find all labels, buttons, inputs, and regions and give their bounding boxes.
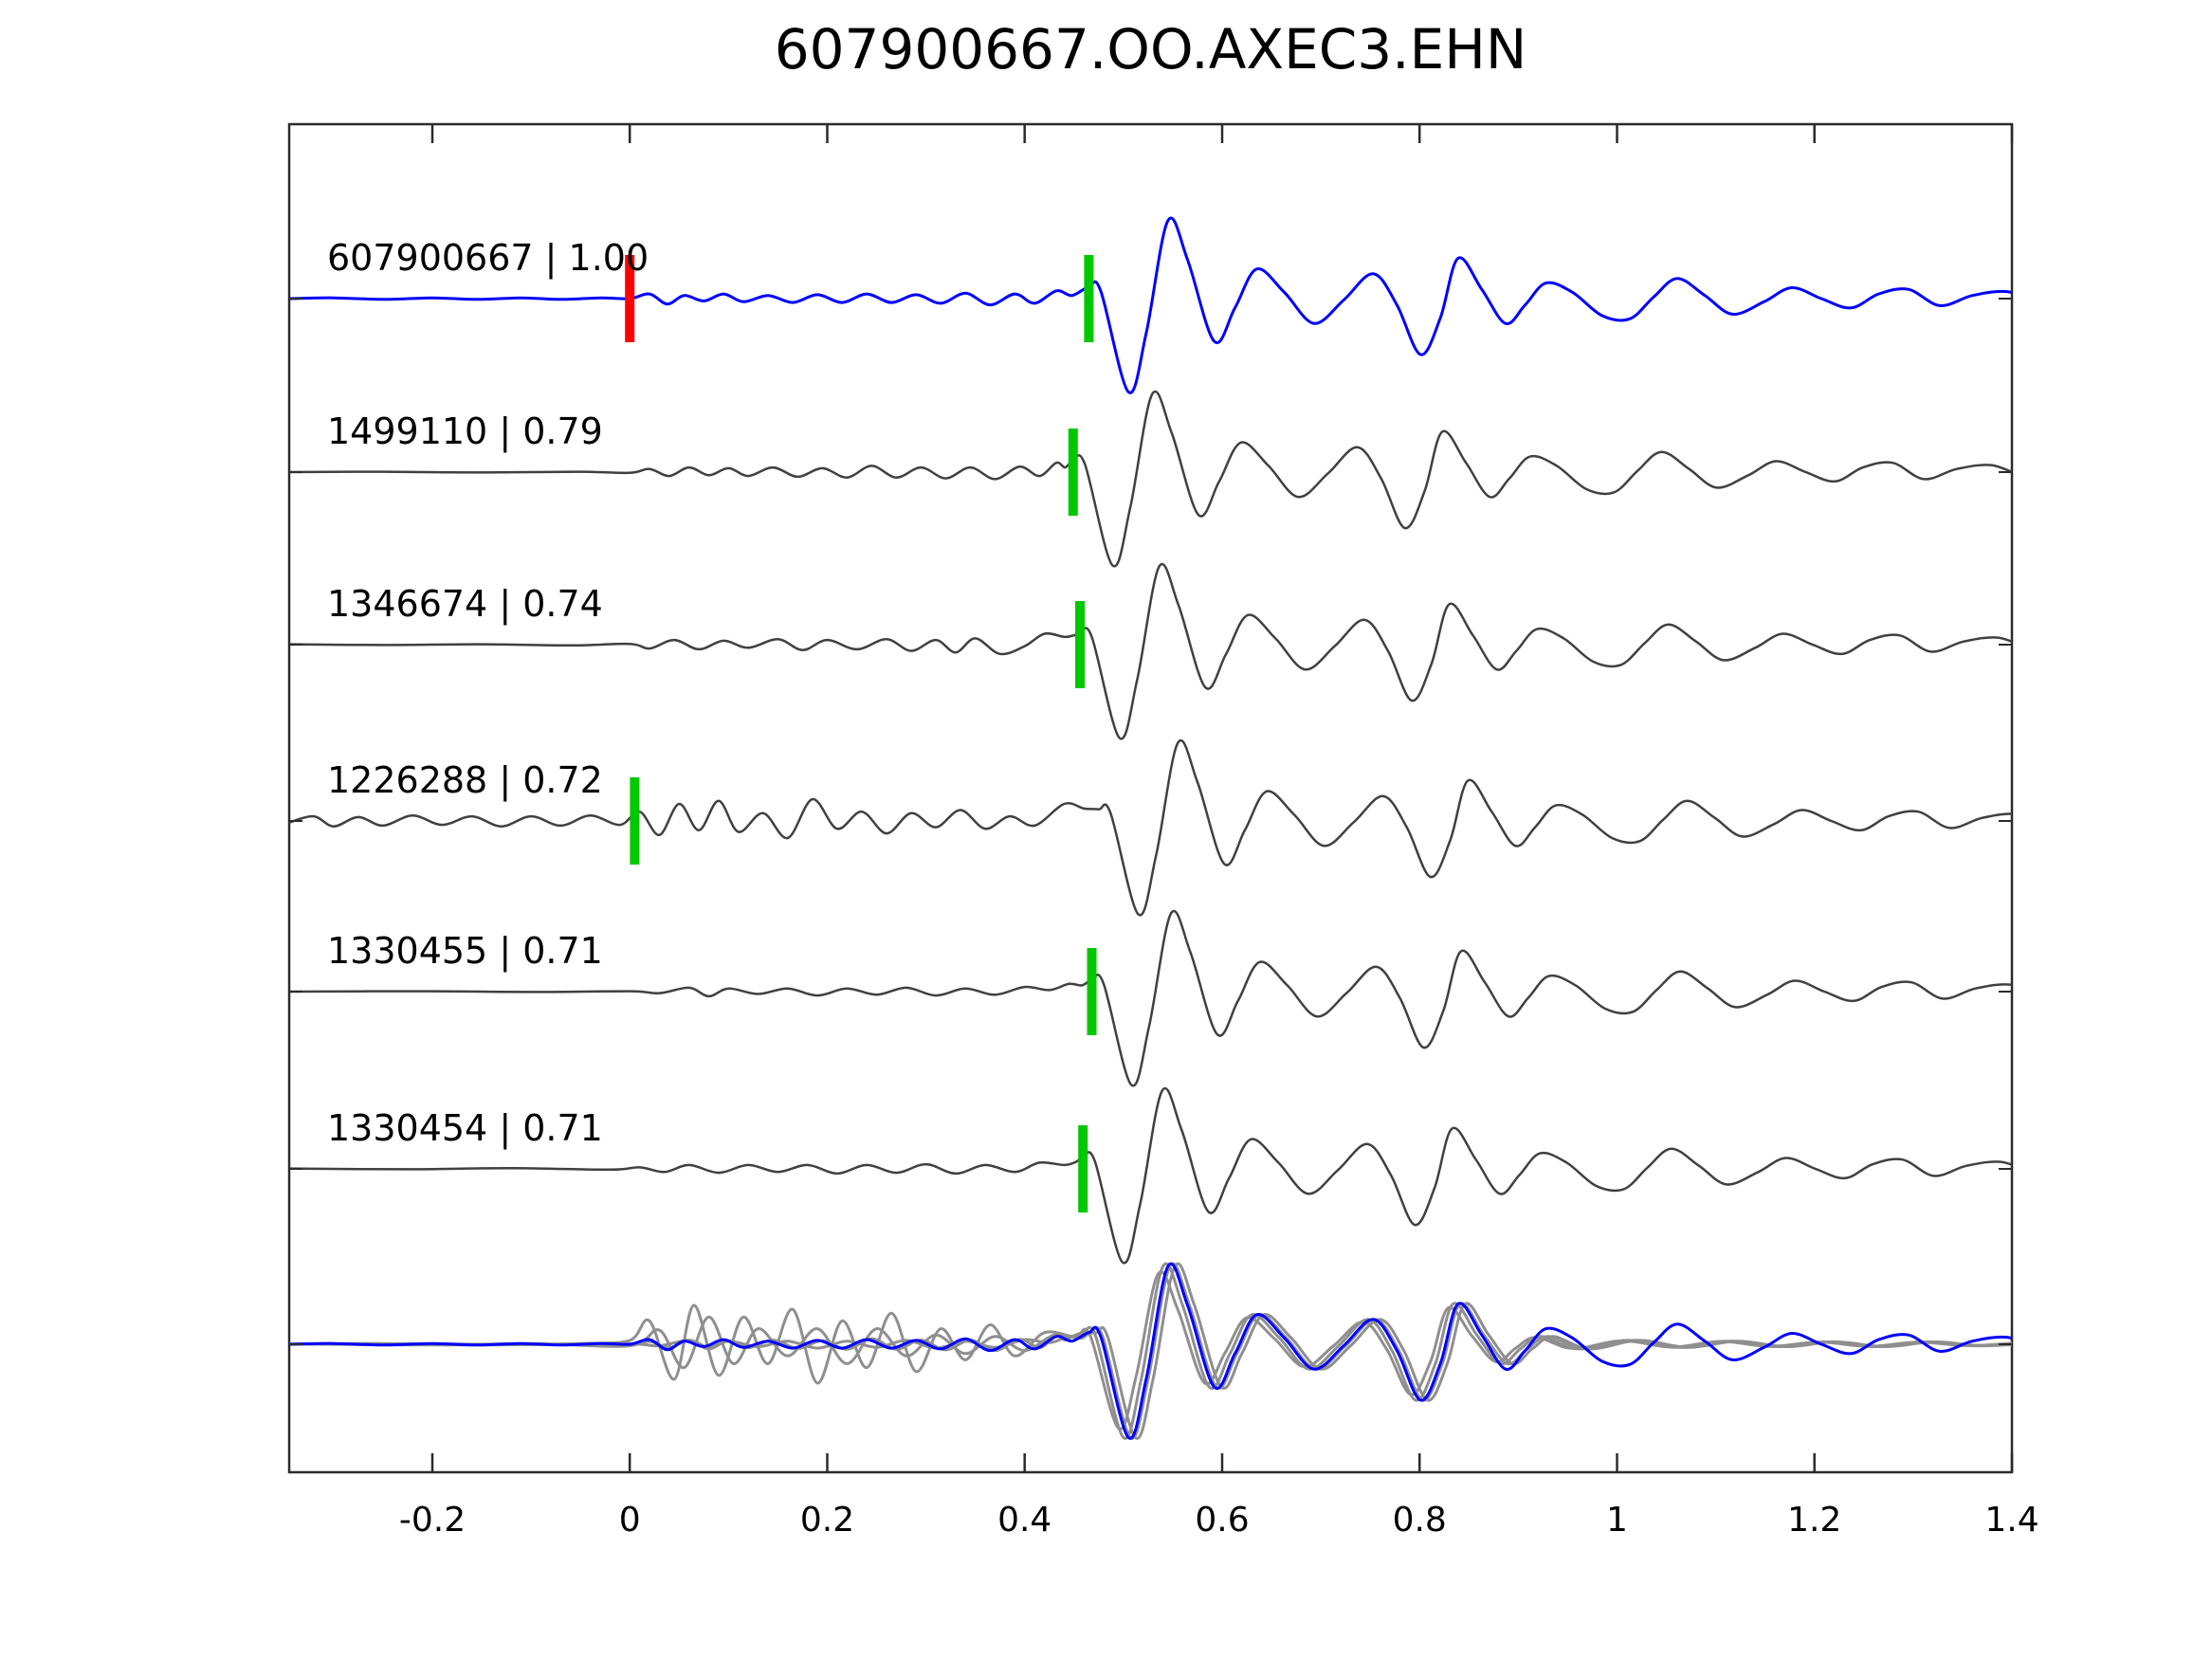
x-tick-label: 0.4 [997, 1501, 1051, 1540]
trace-label: 607900667 | 1.00 [327, 237, 649, 280]
pick-marker [1068, 428, 1078, 516]
waveform-trace [289, 391, 2012, 568]
pick-marker [1075, 601, 1085, 688]
x-tick-label: 1.2 [1787, 1501, 1841, 1540]
trace-label: 1330454 | 0.71 [327, 1107, 603, 1150]
pick-marker [1087, 948, 1097, 1035]
waveform-trace [289, 216, 2012, 394]
x-tick-label: 0.8 [1393, 1501, 1447, 1540]
waveform-trace [289, 910, 2012, 1087]
traces-group [289, 216, 2012, 1440]
x-tick-label: 0.2 [800, 1501, 854, 1540]
pick-marker [1084, 255, 1094, 342]
axes-frame [287, 122, 2014, 1474]
trace-label: 1330455 | 0.71 [327, 930, 603, 973]
waveform-trace [289, 739, 2012, 917]
waveform-trace [289, 1262, 2012, 1440]
trace-label: 1346674 | 0.74 [327, 583, 603, 626]
pick-marker [630, 777, 640, 865]
pick-marker [1078, 1125, 1088, 1212]
waveform-trace [289, 1262, 2012, 1440]
waveform-trace [289, 563, 2012, 740]
waveform-trace [289, 1087, 2012, 1265]
zero-marker [625, 255, 635, 342]
x-tick-label: 0 [619, 1501, 641, 1540]
trace-label: 1499110 | 0.79 [327, 410, 603, 453]
waveform-trace [289, 1262, 2012, 1440]
x-tick-label: 0.6 [1195, 1501, 1249, 1540]
x-tick-label: 1.4 [1984, 1501, 2038, 1540]
trace-label: 1226288 | 0.72 [327, 759, 603, 802]
x-tick-label: -0.2 [399, 1501, 466, 1540]
x-tick-label: 1 [1606, 1501, 1628, 1540]
figure-title: 607900667.OO.AXEC3.EHN [774, 17, 1527, 82]
